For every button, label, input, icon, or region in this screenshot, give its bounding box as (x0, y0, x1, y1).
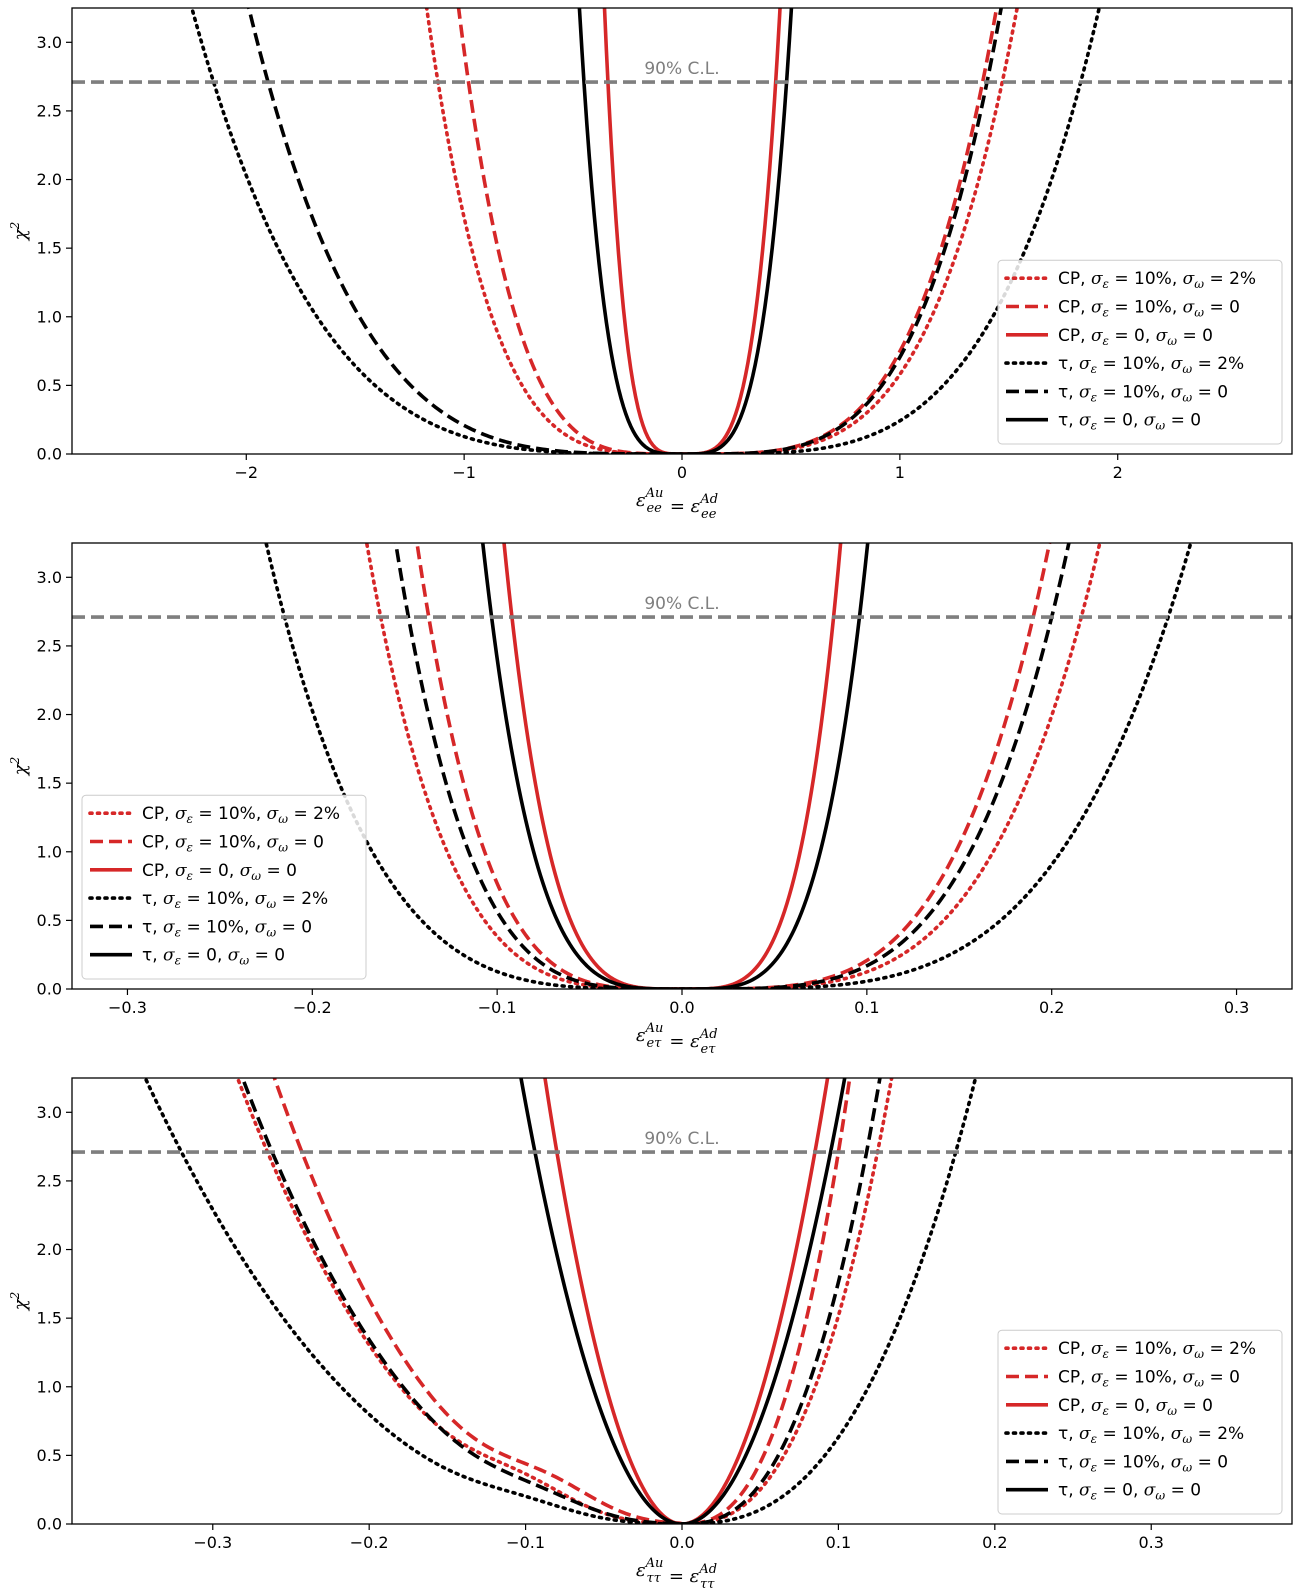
cl-label: 90% C.L. (644, 59, 719, 79)
legend-box (81, 794, 367, 980)
legend-entry: τ, σε = 10%, σω = 2% (1058, 1424, 1244, 1446)
x-tick-label: −0.1 (506, 1533, 545, 1552)
x-tick-label: 0.0 (669, 1533, 694, 1552)
legend-box (997, 259, 1283, 445)
x-tick-label: 0.3 (1224, 998, 1249, 1017)
cl-label: 90% C.L. (644, 594, 719, 614)
legend-entry: CP, σε = 10%, σω = 0 (142, 833, 324, 855)
x-tick-label: 1 (895, 463, 905, 482)
y-tick-label: 1.0 (37, 1377, 62, 1396)
y-tick-label: 2.0 (37, 705, 62, 724)
y-tick-label: 2.5 (37, 101, 62, 120)
x-axis-label: εAu ee = εAd ee (636, 486, 718, 522)
legend: CP, σε = 10%, σω = 2% CP, σε = 10%, σω = … (997, 259, 1283, 445)
legend-entry: CP, σε = 10%, σω = 2% (1058, 1339, 1256, 1361)
y-tick-label: 0.5 (37, 376, 62, 395)
series-group (189, 8, 1102, 454)
legend-entry: τ, σε = 10%, σω = 0 (1058, 1452, 1228, 1474)
x-axis-label: εAu eτ = εAd eτ (636, 1021, 718, 1057)
y-tick-label: 0.5 (37, 911, 62, 930)
y-tick-label: 1.5 (37, 1309, 62, 1328)
x-tick-label: 0.1 (854, 998, 879, 1017)
y-tick-label: 0.0 (37, 445, 62, 464)
y-tick-label: 2.5 (37, 1171, 62, 1190)
x-tick-label: 0.1 (826, 1533, 851, 1552)
legend-entry: τ, σε = 0, σω = 0 (142, 946, 285, 968)
legend-entry: τ, σε = 10%, σω = 2% (142, 889, 328, 911)
plot-frame (71, 7, 1293, 455)
y-tick-label: 1.5 (37, 774, 62, 793)
series-line-5 (246, 8, 1003, 454)
plot-frame (71, 542, 1293, 990)
series-line-1 (364, 543, 1102, 989)
series-line-4 (264, 543, 1193, 989)
y-tick-label: 1.0 (37, 307, 62, 326)
legend-entry: CP, σε = 10%, σω = 2% (142, 804, 340, 826)
y-tick-label: 0.5 (37, 1446, 62, 1465)
legend-entry: τ, σε = 10%, σω = 0 (142, 917, 312, 939)
legend-entry: τ, σε = 0, σω = 0 (1058, 411, 1201, 433)
legend-entry: τ, σε = 0, σω = 0 (1058, 1481, 1201, 1503)
series-line-4 (189, 8, 1102, 454)
x-tick-label: 0.3 (1139, 1533, 1164, 1552)
x-axis-label: εAu ττ = εAd ττ (636, 1556, 717, 1588)
x-tick-label: 0 (677, 463, 687, 482)
y-tick-label: 3.0 (37, 568, 62, 587)
y-tick-label: 1.5 (37, 239, 62, 258)
x-tick-label: −0.3 (193, 1533, 232, 1552)
chart-panel-tautau: 0.0 0.5 1.0 1.5 2.0 2.5 3.0 −0.3 −0.2 −0.1 0.0 0.1 0… (8, 1077, 1293, 1588)
plot-frame (71, 1077, 1293, 1525)
y-tick-label: 1.0 (37, 842, 62, 861)
cl-label: 90% C.L. (644, 1129, 719, 1149)
y-tick-label: 2.0 (37, 170, 62, 189)
y-axis-label: χ2 (8, 222, 31, 243)
series-group (264, 543, 1193, 989)
chart-panel-etau: 0.0 0.5 1.0 1.5 2.0 2.5 3.0 −0.3 −0.2 −0.1 0.0 0.1 0… (8, 542, 1293, 1057)
x-tick-label: 2 (1113, 463, 1123, 482)
legend: CP, σε = 10%, σω = 2% CP, σε = 10%, σω = … (81, 794, 367, 980)
legend-entry: CP, σε = 10%, σω = 0 (1058, 298, 1240, 320)
y-tick-label: 2.5 (37, 636, 62, 655)
legend-entry: CP, σε = 10%, σω = 2% (1058, 269, 1256, 291)
y-tick-label: 0.0 (37, 980, 62, 999)
x-tick-label: −2 (234, 463, 258, 482)
x-tick-label: −0.1 (478, 998, 517, 1017)
y-tick-label: 2.0 (37, 1240, 62, 1259)
x-tick-label: 0.2 (982, 1533, 1007, 1552)
x-tick-label: 0.0 (669, 998, 694, 1017)
x-tick-label: −0.2 (350, 1533, 389, 1552)
y-tick-label: 3.0 (37, 33, 62, 52)
x-tick-label: −0.3 (108, 998, 147, 1017)
legend-entry: τ, σε = 10%, σω = 2% (1058, 354, 1244, 376)
y-axis-label: χ2 (8, 1292, 31, 1313)
legend-entry: CP, σε = 0, σω = 0 (1058, 326, 1213, 348)
y-axis-label: χ2 (8, 757, 31, 778)
legend-entry: CP, σε = 0, σω = 0 (1058, 1396, 1213, 1418)
y-tick-label: 0.0 (37, 1515, 62, 1534)
legend-box (997, 1329, 1283, 1515)
x-tick-label: −1 (452, 463, 476, 482)
x-tick-label: −0.2 (293, 998, 332, 1017)
chart-panel-ee: 0.0 0.5 1.0 1.5 2.0 2.5 3.0 −2 −1 0 1 2 90% C.L. χ2 εA… (8, 7, 1293, 522)
legend-entry: τ, σε = 10%, σω = 0 (1058, 382, 1228, 404)
x-tick-label: 0.2 (1039, 998, 1064, 1017)
y-tick-label: 3.0 (37, 1103, 62, 1122)
legend: CP, σε = 10%, σω = 2% CP, σε = 10%, σω = … (997, 1329, 1283, 1515)
legend-entry: CP, σε = 10%, σω = 0 (1058, 1368, 1240, 1390)
legend-entry: CP, σε = 0, σω = 0 (142, 861, 297, 883)
